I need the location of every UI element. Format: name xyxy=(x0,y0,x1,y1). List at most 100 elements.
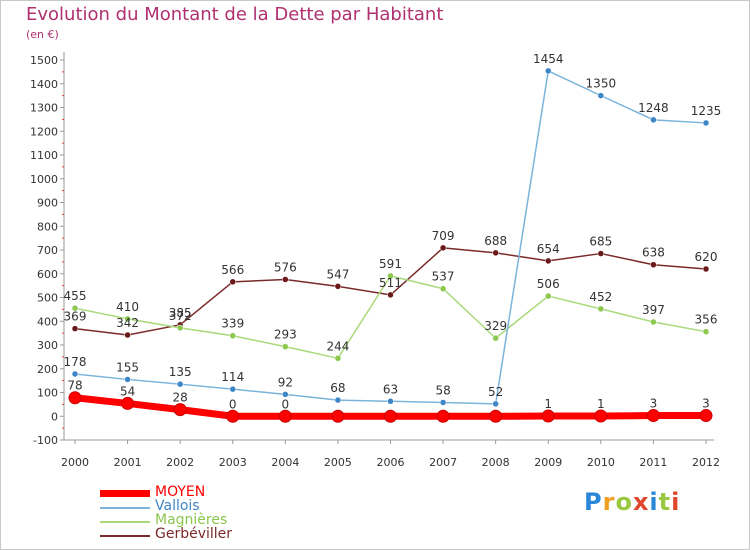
data-label: 685 xyxy=(589,235,612,249)
data-label: 452 xyxy=(589,290,612,304)
data-point xyxy=(124,376,131,383)
data-label: 397 xyxy=(642,303,665,317)
y-tick-label: 1300 xyxy=(30,102,58,115)
legend-label: MOYEN xyxy=(155,484,206,500)
data-label: 537 xyxy=(432,270,455,284)
legend-swatch xyxy=(100,490,150,497)
data-point xyxy=(597,92,605,99)
legend-label: Gerbéviller xyxy=(155,526,233,542)
data-point xyxy=(597,250,605,257)
data-label: 356 xyxy=(695,313,718,327)
data-label: 455 xyxy=(64,289,87,303)
data-point xyxy=(173,403,187,417)
data-label: 3 xyxy=(650,397,658,411)
data-point xyxy=(702,265,710,273)
data-point xyxy=(282,343,289,350)
data-label: 1350 xyxy=(586,77,617,91)
y-tick-label: 0 xyxy=(51,410,58,423)
data-point xyxy=(68,391,82,405)
legend-swatch xyxy=(100,535,150,537)
data-label: 114 xyxy=(221,370,244,384)
data-point xyxy=(650,116,657,124)
y-tick-label: 400 xyxy=(37,315,58,328)
data-point xyxy=(124,331,131,339)
data-point xyxy=(650,261,657,268)
data-point xyxy=(439,285,447,292)
data-point xyxy=(699,409,713,423)
data-label: 410 xyxy=(116,300,139,314)
data-label: 92 xyxy=(278,375,293,389)
data-point xyxy=(229,385,236,393)
y-tick-label: 300 xyxy=(37,339,58,352)
x-tick-label: 2001 xyxy=(114,456,142,469)
legend-swatch xyxy=(100,507,150,509)
data-point xyxy=(387,291,394,299)
y-tick-label: 1500 xyxy=(30,54,58,67)
data-point xyxy=(384,409,397,423)
data-point xyxy=(492,249,499,257)
data-label: 1235 xyxy=(691,104,722,118)
data-label: 0 xyxy=(282,397,290,411)
data-point xyxy=(489,409,503,423)
series-moyen xyxy=(68,391,713,423)
data-point xyxy=(334,396,342,404)
data-point xyxy=(492,334,499,342)
legend-label: Vallois xyxy=(155,498,200,514)
data-point xyxy=(176,324,184,332)
data-label: 372 xyxy=(169,309,192,323)
data-label: 135 xyxy=(169,365,192,379)
data-point xyxy=(646,409,660,423)
data-label: 709 xyxy=(432,229,455,243)
x-tick-label: 2007 xyxy=(429,456,457,469)
data-point xyxy=(387,398,394,405)
data-label: 342 xyxy=(116,316,139,330)
data-label: 566 xyxy=(221,263,244,277)
legend-swatch xyxy=(100,521,150,523)
data-label: 511 xyxy=(379,276,402,290)
y-tick-label: 500 xyxy=(37,292,58,305)
data-label: 620 xyxy=(695,250,718,264)
data-label: 52 xyxy=(488,385,503,399)
data-point xyxy=(282,276,289,283)
data-label: 385 xyxy=(169,306,192,320)
data-label: 3 xyxy=(702,397,710,411)
data-label: 78 xyxy=(67,379,82,393)
data-point xyxy=(387,272,394,280)
data-label: 506 xyxy=(537,277,560,291)
data-point xyxy=(229,332,236,339)
data-point xyxy=(545,67,552,75)
data-point xyxy=(331,409,345,423)
x-tick-label: 2009 xyxy=(534,456,562,469)
data-point xyxy=(545,292,552,300)
x-tick-label: 2008 xyxy=(482,456,510,469)
data-point xyxy=(121,396,135,410)
data-point xyxy=(650,318,657,326)
y-tick-label: 700 xyxy=(37,244,58,257)
data-label: 547 xyxy=(326,267,349,281)
data-label: 178 xyxy=(64,355,87,369)
data-point xyxy=(71,325,79,332)
x-tick-label: 2011 xyxy=(639,456,667,469)
x-tick-label: 2012 xyxy=(692,456,720,469)
data-label: 576 xyxy=(274,260,297,274)
legend-label: Magnières xyxy=(155,512,228,528)
y-tick-label: 1100 xyxy=(30,149,58,162)
data-point xyxy=(278,409,292,423)
data-point xyxy=(436,409,450,423)
y-tick-label: 100 xyxy=(37,387,58,400)
x-tick-label: 2002 xyxy=(166,456,194,469)
data-label: 339 xyxy=(221,317,244,331)
x-tick-label: 2004 xyxy=(271,456,299,469)
data-point xyxy=(124,315,131,323)
x-tick-label: 2005 xyxy=(324,456,352,469)
x-tick-label: 2006 xyxy=(377,456,405,469)
data-point xyxy=(71,304,79,312)
data-point xyxy=(439,399,447,406)
y-tick-label: 600 xyxy=(37,268,58,281)
y-tick-label: -100 xyxy=(33,434,58,447)
data-point xyxy=(541,409,555,423)
data-label: 654 xyxy=(537,242,560,256)
data-point xyxy=(702,328,710,335)
